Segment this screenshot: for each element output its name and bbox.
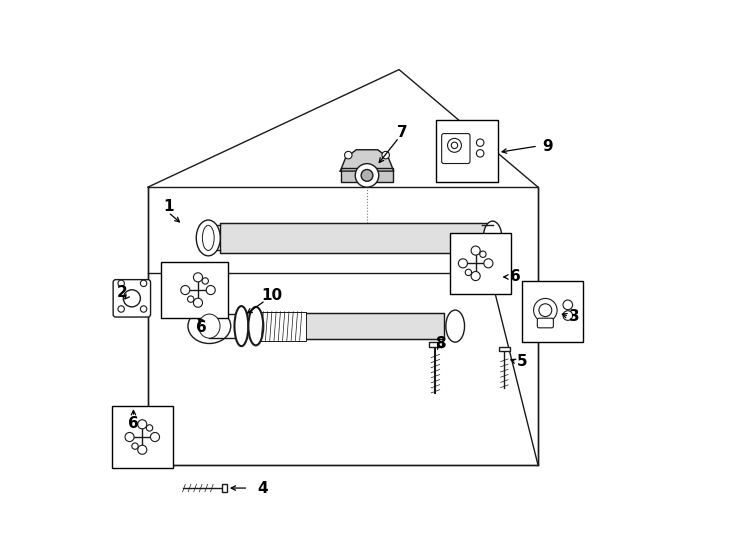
Circle shape — [361, 170, 373, 181]
Circle shape — [465, 269, 471, 275]
Circle shape — [123, 290, 140, 307]
Circle shape — [480, 251, 486, 258]
Circle shape — [140, 280, 147, 287]
Bar — [437, 120, 498, 182]
Text: 9: 9 — [542, 138, 553, 153]
Bar — [220, 223, 493, 253]
Text: 3: 3 — [569, 309, 580, 324]
Circle shape — [471, 246, 480, 255]
Polygon shape — [341, 150, 393, 171]
Bar — [499, 347, 509, 351]
Bar — [222, 484, 227, 492]
Circle shape — [476, 139, 484, 146]
Text: 8: 8 — [435, 336, 446, 350]
Bar — [429, 342, 442, 348]
Ellipse shape — [446, 310, 465, 342]
Circle shape — [471, 272, 480, 281]
Ellipse shape — [196, 220, 220, 256]
Ellipse shape — [248, 307, 264, 346]
Bar — [258, 313, 445, 340]
Text: 10: 10 — [261, 288, 283, 303]
Ellipse shape — [199, 314, 220, 338]
Circle shape — [138, 420, 147, 429]
Circle shape — [459, 259, 468, 268]
Circle shape — [194, 298, 203, 307]
Circle shape — [539, 304, 552, 316]
Ellipse shape — [483, 221, 502, 255]
Ellipse shape — [188, 309, 230, 343]
FancyBboxPatch shape — [113, 280, 150, 317]
Circle shape — [118, 306, 124, 312]
Circle shape — [563, 300, 573, 309]
Text: 6: 6 — [197, 320, 207, 335]
Circle shape — [138, 445, 147, 454]
Circle shape — [448, 138, 462, 152]
Bar — [522, 281, 584, 342]
Text: 1: 1 — [163, 199, 173, 214]
Circle shape — [476, 150, 484, 157]
Text: 2: 2 — [117, 286, 128, 300]
FancyBboxPatch shape — [442, 133, 470, 164]
Ellipse shape — [203, 225, 214, 251]
Circle shape — [118, 280, 124, 287]
Circle shape — [146, 425, 153, 431]
Circle shape — [181, 286, 190, 295]
Circle shape — [355, 164, 379, 187]
Circle shape — [382, 151, 390, 159]
Circle shape — [534, 299, 557, 322]
Bar — [341, 168, 393, 182]
Circle shape — [187, 296, 194, 302]
Circle shape — [140, 306, 147, 312]
Text: 6: 6 — [510, 269, 521, 285]
Text: 5: 5 — [517, 354, 527, 369]
Circle shape — [194, 273, 203, 282]
Circle shape — [132, 443, 138, 449]
Bar — [112, 406, 173, 468]
Circle shape — [150, 433, 159, 442]
Text: 6: 6 — [128, 416, 139, 431]
Text: 7: 7 — [398, 125, 408, 140]
Circle shape — [484, 259, 493, 268]
Circle shape — [206, 286, 215, 295]
Circle shape — [125, 433, 134, 442]
Circle shape — [202, 278, 208, 284]
Ellipse shape — [234, 306, 248, 346]
Circle shape — [344, 151, 352, 159]
Bar — [161, 262, 228, 318]
Circle shape — [451, 142, 458, 149]
Bar — [450, 233, 512, 294]
FancyBboxPatch shape — [537, 318, 553, 328]
Text: 4: 4 — [258, 481, 268, 496]
Bar — [260, 312, 305, 341]
Circle shape — [563, 310, 573, 320]
